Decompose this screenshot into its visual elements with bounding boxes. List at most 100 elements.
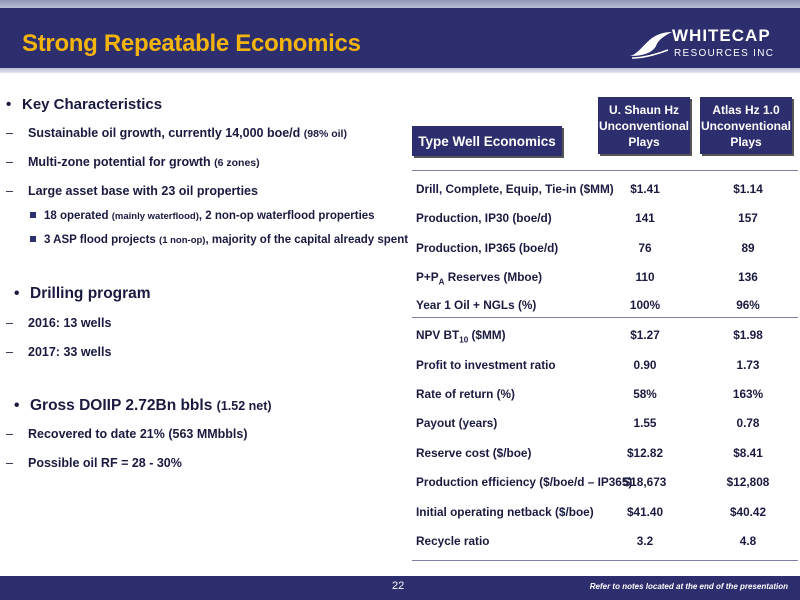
- table-row: Production efficiency ($/boe/d – IP365) …: [412, 473, 798, 493]
- row-label: Profit to investment ratio: [416, 358, 556, 372]
- key-characteristics-heading: • Key Characteristics: [6, 96, 163, 113]
- cell-atlas: 96%: [736, 298, 760, 312]
- key-heading-text: Key Characteristics: [22, 96, 163, 113]
- table-row: NPV BT10 ($MM) $1.27 $1.98: [412, 326, 798, 346]
- row-label: Production, IP30 (boe/d): [416, 211, 552, 225]
- drilling-heading-text: Drilling program: [30, 285, 151, 302]
- cell-u-shaun: $18,673: [623, 475, 667, 489]
- cell-atlas: 157: [738, 211, 758, 225]
- sub-item-note: (mainly waterflood): [111, 211, 199, 222]
- row-label-pre: P+P: [416, 270, 439, 284]
- col-header-line: Plays: [730, 134, 762, 149]
- drilling-heading: • Drilling program: [14, 285, 151, 302]
- table-row: Production, IP365 (boe/d) 76 89: [412, 239, 798, 259]
- cell-u-shaun: 100%: [629, 298, 661, 312]
- company-logo: WHITECAP RESOURCES INC: [628, 20, 788, 72]
- cell-atlas: 0.78: [736, 416, 760, 430]
- footer-note: Refer to notes located at the end of the…: [589, 582, 788, 591]
- row-label: P+PA Reserves (Mboe): [416, 270, 542, 286]
- table-divider: [412, 317, 798, 318]
- doiip-text: Gross DOIIP 2.72Bn bbls: [30, 397, 213, 414]
- item-text: Recovered to date 21% (563 MMbbls): [28, 427, 248, 441]
- table-row: P+PA Reserves (Mboe) 110 136: [412, 268, 798, 288]
- item-text: Multi-zone potential for growth: [28, 155, 211, 169]
- cell-atlas: 1.73: [736, 358, 760, 372]
- sub-item-tail: , 2 non-op waterflood properties: [198, 210, 375, 222]
- table-divider: [412, 170, 798, 171]
- sub-list-item: 3 ASP flood projects (1 non-op), majorit…: [30, 234, 408, 246]
- table-row: Profit to investment ratio 0.90 1.73: [412, 356, 798, 376]
- cell-atlas: 163%: [732, 387, 764, 401]
- cell-atlas: $1.98: [733, 328, 763, 342]
- table-row: Year 1 Oil + NGLs (%) 100% 96%: [412, 296, 798, 316]
- table-title: Type Well Economics: [412, 126, 562, 156]
- item-note: (6 zones): [214, 157, 260, 169]
- table-row: Reserve cost ($/boe) $12.82 $8.41: [412, 444, 798, 464]
- sub-item-tail: , majority of the capital already spent: [205, 234, 409, 246]
- cell-atlas: $1.14: [733, 182, 763, 196]
- cell-atlas: 89: [741, 241, 755, 255]
- header-bar: Strong Repeatable Economics WHITECAP RES…: [0, 8, 800, 68]
- whitecap-wave-icon: [630, 32, 672, 59]
- row-label: Production, IP365 (boe/d): [416, 241, 559, 255]
- cell-atlas: 4.8: [739, 534, 757, 548]
- sub-list-item: 18 operated (mainly waterflood), 2 non-o…: [30, 210, 375, 222]
- cell-u-shaun: 3.2: [636, 534, 654, 548]
- item-text: Large asset base with 23 oil properties: [28, 184, 258, 198]
- row-label: Rate of return (%): [416, 387, 515, 401]
- page-title: Strong Repeatable Economics: [22, 30, 361, 57]
- col-header-line: Unconventional: [700, 118, 791, 133]
- col-header-line: Unconventional: [598, 118, 689, 133]
- col-header-line: Plays: [628, 134, 660, 149]
- row-label: Initial operating netback ($/boe): [416, 505, 594, 519]
- cell-u-shaun: $1.41: [630, 182, 660, 196]
- logo-subtitle: RESOURCES INC: [674, 48, 775, 59]
- row-label: Year 1 Oil + NGLs (%): [416, 298, 537, 312]
- row-label: Drill, Complete, Equip, Tie-in ($MM): [416, 182, 614, 196]
- list-item: – Sustainable oil growth, currently 14,00…: [6, 126, 347, 140]
- table-row: Payout (years) 1.55 0.78: [412, 414, 798, 434]
- row-label-sub: 10: [459, 335, 469, 345]
- sub-item-text: 18 operated: [44, 210, 109, 222]
- cell-u-shaun: 58%: [633, 387, 657, 401]
- doiip-note: (1.52 net): [216, 399, 272, 413]
- item-text: Possible oil RF = 28 - 30%: [28, 456, 182, 470]
- sub-item-text: 3 ASP flood projects: [44, 234, 156, 246]
- footer-bar: [0, 576, 800, 600]
- cell-atlas: 136: [738, 270, 758, 284]
- col-header-line: Atlas Hz 1.0: [712, 102, 780, 117]
- column-header-u-shaun: U. Shaun Hz Unconventional Plays: [598, 97, 690, 154]
- header-underline: [0, 68, 800, 73]
- item-text: 2017: 33 wells: [28, 345, 112, 359]
- row-label: Production efficiency ($/boe/d – IP365): [416, 475, 633, 489]
- row-label-post: Reserves (Mboe): [444, 270, 543, 284]
- table-row: Recycle ratio 3.2 4.8: [412, 532, 798, 552]
- list-item: – Possible oil RF = 28 - 30%: [6, 456, 182, 470]
- cell-u-shaun: $12.82: [626, 446, 664, 460]
- sub-item-note: (1 non-op): [159, 235, 206, 246]
- page-number: 22: [392, 580, 405, 592]
- top-strip: [0, 0, 800, 8]
- item-note: (98% oil): [303, 128, 347, 140]
- list-item: –2017: 33 wells: [6, 345, 112, 359]
- cell-u-shaun: 110: [635, 270, 655, 284]
- list-item: – Large asset base with 23 oil properties: [6, 184, 258, 198]
- cell-u-shaun: 0.90: [633, 358, 657, 372]
- cell-u-shaun: 76: [638, 241, 652, 255]
- item-text: Sustainable oil growth, currently 14,000…: [28, 126, 301, 140]
- cell-atlas: $40.42: [729, 505, 767, 519]
- list-item: – Multi-zone potential for growth (6 zone…: [6, 155, 260, 169]
- cell-atlas: $12,808: [726, 475, 770, 489]
- cell-atlas: $8.41: [733, 446, 763, 460]
- table-row: Initial operating netback ($/boe) $41.40…: [412, 503, 798, 523]
- row-label-pre: NPV BT: [416, 328, 460, 342]
- table-divider: [412, 560, 798, 561]
- list-item: – Recovered to date 21% (563 MMbbls): [6, 427, 248, 441]
- column-header-atlas: Atlas Hz 1.0 Unconventional Plays: [700, 97, 792, 154]
- logo-name: WHITECAP: [672, 26, 771, 45]
- cell-u-shaun: $41.40: [626, 505, 664, 519]
- list-item: –2016: 13 wells: [6, 316, 112, 330]
- row-label: Payout (years): [416, 416, 498, 430]
- cell-u-shaun: $1.27: [630, 328, 660, 342]
- square-bullet-icon: [30, 235, 36, 242]
